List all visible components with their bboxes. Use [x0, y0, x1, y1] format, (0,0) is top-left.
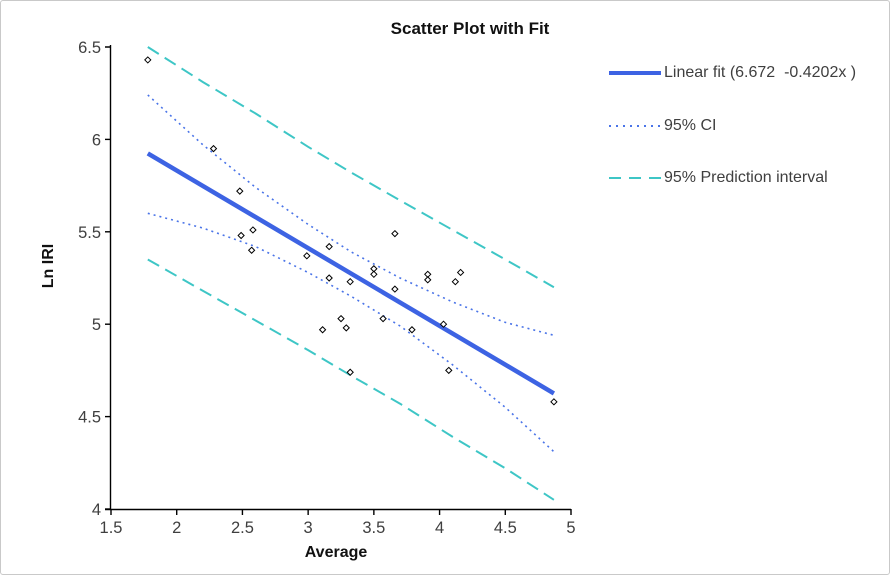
data-point-marker: [379, 314, 387, 323]
x-tick-label: 3.5: [362, 519, 385, 537]
data-point-marker: [236, 187, 244, 195]
y-tick-label: 5: [92, 316, 101, 334]
data-point-marker: [346, 368, 354, 376]
data-point-marker: [342, 324, 350, 332]
data-point-marker: [337, 314, 345, 323]
data-point-marker: [325, 274, 333, 282]
legend-item-prediction-interval: 95% Prediction interval: [609, 169, 828, 186]
data-point-marker: [424, 276, 432, 284]
data-point-marker: [550, 398, 558, 406]
x-axis-title: Average: [304, 544, 368, 561]
data-point-marker: [370, 270, 378, 279]
fit-line: [146, 151, 556, 396]
data-point-marker: [346, 277, 354, 286]
x-tick-label: 2.5: [231, 519, 254, 537]
data-point-marker: [247, 246, 256, 254]
x-tick-label: 1.5: [100, 519, 123, 537]
chart-title: Scatter Plot with Fit: [390, 19, 550, 38]
data-point-marker: [445, 366, 453, 375]
y-tick-label: 5.5: [78, 224, 101, 242]
data-point-marker: [391, 229, 399, 238]
ci-upper-line: [147, 94, 555, 337]
data-point-marker: [318, 326, 327, 334]
data-point-marker: [237, 231, 245, 240]
x-tick-label: 4: [435, 519, 444, 537]
legend-label-linear-fit: Linear fit (6.672 -0.4202x ): [664, 64, 857, 81]
x-tick-label: 4.5: [494, 519, 517, 537]
x-tick-label: 3: [304, 519, 313, 537]
ci-lower-line: [147, 212, 555, 453]
data-point-marker: [303, 252, 311, 260]
data-point-marker: [209, 144, 218, 153]
data-point-marker: [439, 320, 448, 328]
data-point-marker: [451, 277, 460, 286]
pi-lower-line: [147, 258, 555, 501]
prediction-interval-line-sample: [609, 177, 661, 179]
y-tick-label: 6.5: [78, 39, 101, 57]
ci-line-sample: [609, 125, 661, 127]
y-tick-label: 4.5: [78, 409, 101, 427]
legend-label-prediction-interval: 95% Prediction interval: [664, 169, 828, 186]
legend-label-ci: 95% CI: [664, 117, 717, 134]
pi-upper-line: [147, 46, 555, 289]
x-tick-label: 2: [172, 519, 181, 537]
data-point-marker: [391, 285, 399, 293]
data-point-marker: [456, 268, 465, 277]
data-point-marker: [249, 226, 257, 234]
y-tick-label: 6: [92, 131, 101, 149]
data-point-marker: [325, 242, 333, 251]
linear-fit-line-sample: [609, 71, 661, 75]
x-tick-label: 5: [566, 519, 575, 537]
legend-item-linear-fit: Linear fit (6.672 -0.4202x ): [609, 64, 857, 81]
y-tick-label: 4: [92, 501, 101, 519]
legend-item-ci: 95% CI: [609, 117, 717, 134]
data-point-marker: [408, 326, 416, 334]
data-point-marker: [144, 56, 152, 64]
